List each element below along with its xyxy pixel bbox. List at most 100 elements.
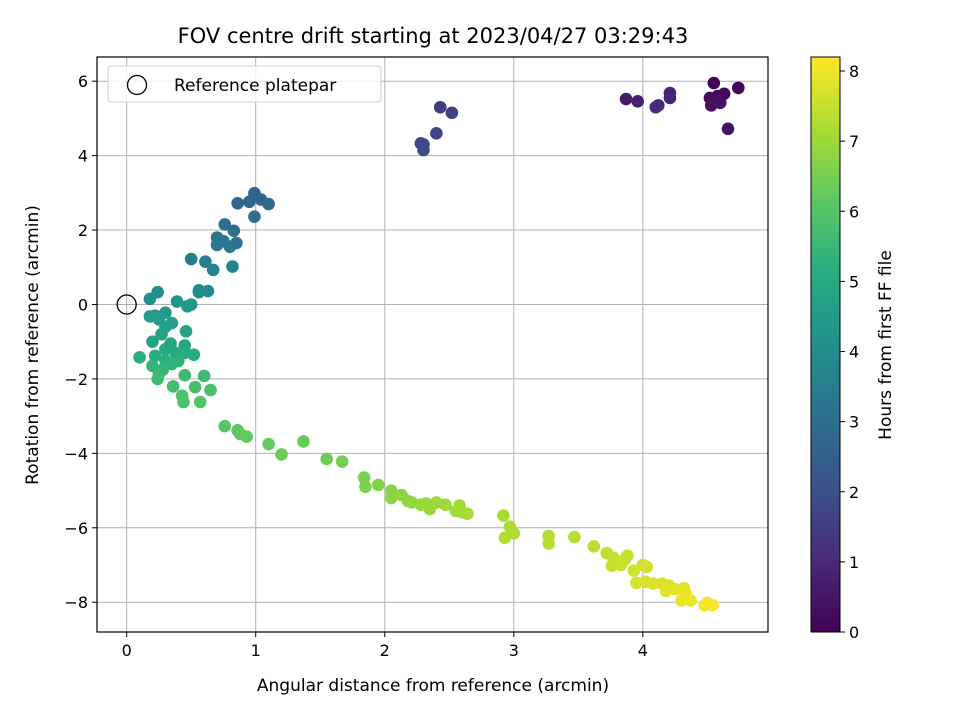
colorbar-label: Hours from first FF file — [876, 250, 896, 440]
data-point-107 — [498, 531, 512, 545]
reference-platepar-marker — [116, 294, 137, 315]
y-tick-label-2: −4 — [64, 444, 88, 463]
data-point-117 — [614, 558, 628, 572]
y-tick-label-0: −8 — [64, 593, 88, 612]
colorbar-tick-label-0: 0 — [849, 623, 859, 642]
x-tick-label-2: 2 — [380, 641, 390, 660]
y-axis-label: Rotation from reference (arcmin) — [23, 205, 43, 485]
data-point-76 — [177, 395, 190, 409]
data-point-8 — [721, 122, 735, 136]
colorbar-tick-label-8: 8 — [849, 62, 859, 81]
data-point-84 — [275, 448, 288, 461]
data-point-57 — [159, 342, 172, 356]
colorbar-tick-label-4: 4 — [849, 343, 859, 362]
legend-box — [107, 65, 382, 103]
data-point-78 — [218, 419, 232, 433]
data-point-28 — [227, 224, 241, 238]
data-point-54 — [146, 335, 159, 349]
data-point-110 — [568, 530, 581, 544]
data-point-123 — [646, 577, 660, 590]
data-point-87 — [357, 471, 371, 484]
grid — [97, 57, 768, 632]
data-point-70 — [197, 369, 211, 383]
legend-marker — [126, 74, 148, 96]
data-point-116 — [605, 559, 619, 573]
data-point-17 — [430, 126, 443, 140]
y-tick-label-6: 4 — [78, 147, 88, 166]
data-point-118 — [627, 564, 641, 577]
x-tick-label-3: 3 — [509, 641, 519, 660]
y-axis-ticks: −8 −6 −4 −2 0 2 4 6 — [64, 72, 97, 612]
data-points — [133, 76, 745, 612]
data-point-27 — [218, 218, 232, 231]
data-point-12 — [663, 91, 677, 105]
data-point-23 — [242, 195, 256, 209]
reference-marker-group — [116, 294, 137, 315]
colorbar-tick-label-2: 2 — [849, 483, 859, 502]
data-point-10 — [631, 94, 644, 108]
data-point-0 — [707, 76, 721, 90]
x-tick-label-4: 4 — [638, 641, 648, 660]
data-point-89 — [372, 478, 385, 492]
data-point-14 — [649, 100, 663, 114]
data-point-71 — [151, 372, 164, 386]
colorbar-tick-label-1: 1 — [849, 553, 859, 572]
data-point-99 — [439, 498, 452, 512]
y-tick-label-5: 2 — [78, 221, 88, 240]
data-point-130 — [675, 594, 688, 607]
data-point-36 — [206, 263, 220, 277]
data-point-34 — [184, 252, 198, 266]
colorbar-tick-label-5: 5 — [849, 272, 859, 291]
data-point-103 — [461, 507, 474, 520]
data-point-115 — [621, 549, 634, 563]
data-point-45 — [181, 300, 194, 313]
data-point-32 — [210, 238, 224, 252]
data-point-86 — [335, 455, 349, 468]
data-point-134 — [706, 598, 719, 612]
y-tick-label-7: 6 — [78, 72, 88, 91]
data-point-62 — [133, 351, 146, 364]
data-point-15 — [433, 100, 447, 114]
data-point-120 — [640, 560, 654, 574]
data-point-25 — [262, 197, 275, 211]
legend: Reference platepar — [107, 65, 382, 103]
data-point-104 — [497, 509, 510, 522]
data-point-83 — [297, 435, 310, 448]
data-point-91 — [384, 491, 398, 505]
colorbar-tick-label-7: 7 — [849, 132, 859, 151]
data-point-131 — [684, 594, 697, 607]
x-tick-label-0: 0 — [122, 641, 132, 660]
data-point-111 — [587, 540, 601, 553]
data-point-35 — [199, 255, 212, 268]
data-point-1 — [732, 81, 745, 95]
data-point-82 — [262, 437, 275, 451]
data-point-81 — [240, 430, 253, 443]
data-point-77 — [193, 395, 207, 409]
y-tick-label-1: −6 — [64, 519, 88, 538]
data-point-85 — [320, 452, 333, 466]
colorbar-tick-label-6: 6 — [849, 202, 859, 221]
data-point-69 — [178, 368, 192, 382]
data-point-7 — [713, 96, 727, 110]
data-point-73 — [188, 380, 202, 394]
data-point-74 — [204, 383, 217, 397]
data-point-72 — [166, 380, 180, 393]
data-point-16 — [445, 106, 459, 120]
data-point-61 — [148, 349, 162, 363]
data-point-53 — [155, 327, 168, 341]
x-axis-label: Angular distance from reference (arcmin) — [257, 676, 609, 696]
data-point-88 — [359, 480, 372, 494]
colorbar-ticks: 0 1 2 3 4 5 6 7 8 — [840, 62, 859, 642]
data-point-43 — [170, 295, 184, 308]
data-point-37 — [226, 260, 239, 273]
data-point-26 — [248, 210, 261, 223]
legend-label: Reference platepar — [174, 76, 336, 96]
plot-frame — [96, 56, 769, 633]
data-point-52 — [179, 324, 193, 338]
colorbar-gradient — [810, 56, 841, 633]
data-point-60 — [187, 348, 201, 362]
data-point-20 — [417, 143, 430, 157]
x-axis-ticks: 0 1 2 3 4 — [122, 632, 648, 660]
chart-title: FOV centre drift starting at 2023/04/27 … — [178, 24, 689, 48]
